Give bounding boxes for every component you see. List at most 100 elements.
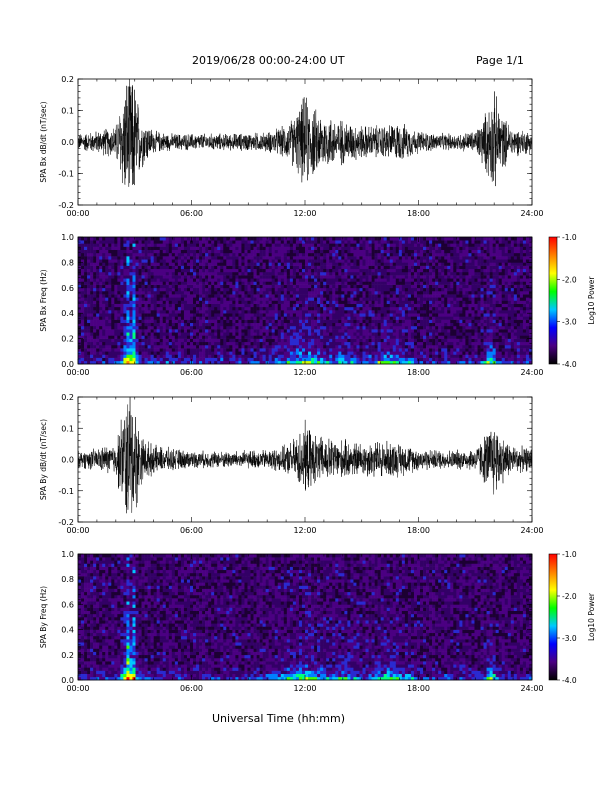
heatmap-cell [277, 357, 282, 362]
heatmap-cell [102, 256, 106, 260]
heatmap-cell [392, 332, 397, 336]
heatmap-cell [256, 348, 260, 352]
heatmap-cell [87, 259, 91, 263]
heatmap-cell [311, 329, 315, 333]
heatmap-cell [87, 281, 91, 285]
heatmap-cell [441, 348, 445, 352]
heatmap-cell [220, 344, 224, 349]
heatmap-cell [205, 351, 209, 355]
heatmap-cell [314, 281, 318, 285]
heatmap-cell [271, 354, 276, 358]
heatmap-cell [277, 287, 282, 292]
heatmap-cell [229, 259, 233, 263]
heatmap-cell [392, 354, 397, 358]
heatmap-cell [259, 338, 263, 343]
heatmap-cell [250, 246, 254, 250]
heatmap-cell [441, 322, 445, 327]
heatmap-cell [362, 313, 366, 317]
heatmap-cell [202, 290, 206, 295]
heatmap-cell [96, 265, 100, 270]
heatmap-cell [156, 243, 161, 247]
heatmap-cell [271, 246, 276, 250]
heatmap-cell [286, 310, 291, 314]
heatmap-cell [432, 322, 436, 327]
heatmap-cell [153, 319, 157, 324]
heatmap-cell [117, 306, 121, 311]
heatmap-cell [298, 259, 303, 263]
heatmap-cell [223, 262, 227, 266]
heatmap-cell [426, 306, 430, 311]
heatmap-cell [144, 290, 148, 295]
heatmap-cell [301, 329, 306, 333]
heatmap-cell [298, 237, 303, 241]
heatmap-cell [432, 348, 436, 352]
heatmap-cell [435, 237, 439, 241]
heatmap-cell [168, 256, 173, 260]
heatmap-cell [283, 313, 288, 317]
heatmap-cell [317, 351, 321, 355]
heatmap-cell [87, 354, 91, 358]
heatmap-cell [156, 335, 161, 339]
heatmap-cell [162, 271, 167, 276]
heatmap-cell [262, 256, 266, 260]
heatmap-cell [180, 240, 185, 244]
heatmap-cell [147, 332, 151, 336]
heatmap-cell [404, 290, 409, 295]
heatmap-cell [123, 319, 127, 324]
heatmap-cell [341, 310, 345, 314]
heatmap-cell [214, 284, 218, 289]
heatmap-cell [389, 284, 394, 289]
heatmap-cell [356, 297, 360, 301]
heatmap-cell [265, 240, 269, 244]
heatmap-cell [150, 319, 154, 324]
heatmap-cell [368, 265, 372, 270]
heatmap-cell [280, 335, 285, 339]
heatmap-cell [135, 344, 139, 349]
heatmap-cell [292, 290, 297, 295]
heatmap-cell [435, 265, 439, 270]
heatmap-cell [247, 351, 251, 355]
heatmap-cell [223, 332, 227, 336]
heatmap-cell [292, 256, 297, 260]
heatmap-cell [423, 303, 427, 308]
heatmap-cell [335, 300, 339, 304]
heatmap-cell [432, 335, 436, 339]
heatmap-cell [295, 357, 300, 362]
heatmap-cell [165, 300, 170, 304]
heatmap-cell [114, 284, 118, 289]
heatmap-cell [410, 284, 415, 289]
heatmap-cell [401, 281, 406, 285]
heatmap-cell [196, 252, 200, 257]
heatmap-cell [217, 243, 221, 247]
heatmap-cell [280, 252, 285, 257]
heatmap-cell [162, 313, 167, 317]
heatmap-cell [183, 335, 188, 339]
heatmap-cell [250, 338, 254, 343]
heatmap-cell [398, 281, 403, 285]
heatmap-cell [183, 294, 188, 298]
heatmap-cell [341, 246, 345, 250]
heatmap-cell [244, 265, 248, 270]
heatmap-cell [371, 357, 375, 362]
heatmap-cell [84, 360, 88, 365]
heatmap-cell [429, 310, 433, 314]
heatmap-cell [208, 271, 212, 276]
heatmap-cell [247, 306, 251, 311]
heatmap-cell [265, 338, 269, 343]
heatmap-cell [298, 268, 303, 273]
heatmap-cell [356, 237, 360, 241]
heatmap-cell [153, 313, 157, 317]
heatmap-cell [420, 351, 424, 355]
heatmap-cell [205, 284, 209, 289]
heatmap-cell [432, 325, 436, 330]
heatmap-cell [416, 290, 421, 295]
heatmap-cell [332, 325, 336, 330]
heatmap-cell [174, 240, 179, 244]
heatmap-cell [320, 360, 324, 365]
heatmap-cell [159, 259, 164, 263]
heatmap-cell [241, 294, 245, 298]
heatmap-cell [126, 278, 130, 282]
heatmap-cell [398, 319, 403, 324]
heatmap-cell [120, 256, 124, 260]
heatmap-cell [311, 275, 315, 279]
